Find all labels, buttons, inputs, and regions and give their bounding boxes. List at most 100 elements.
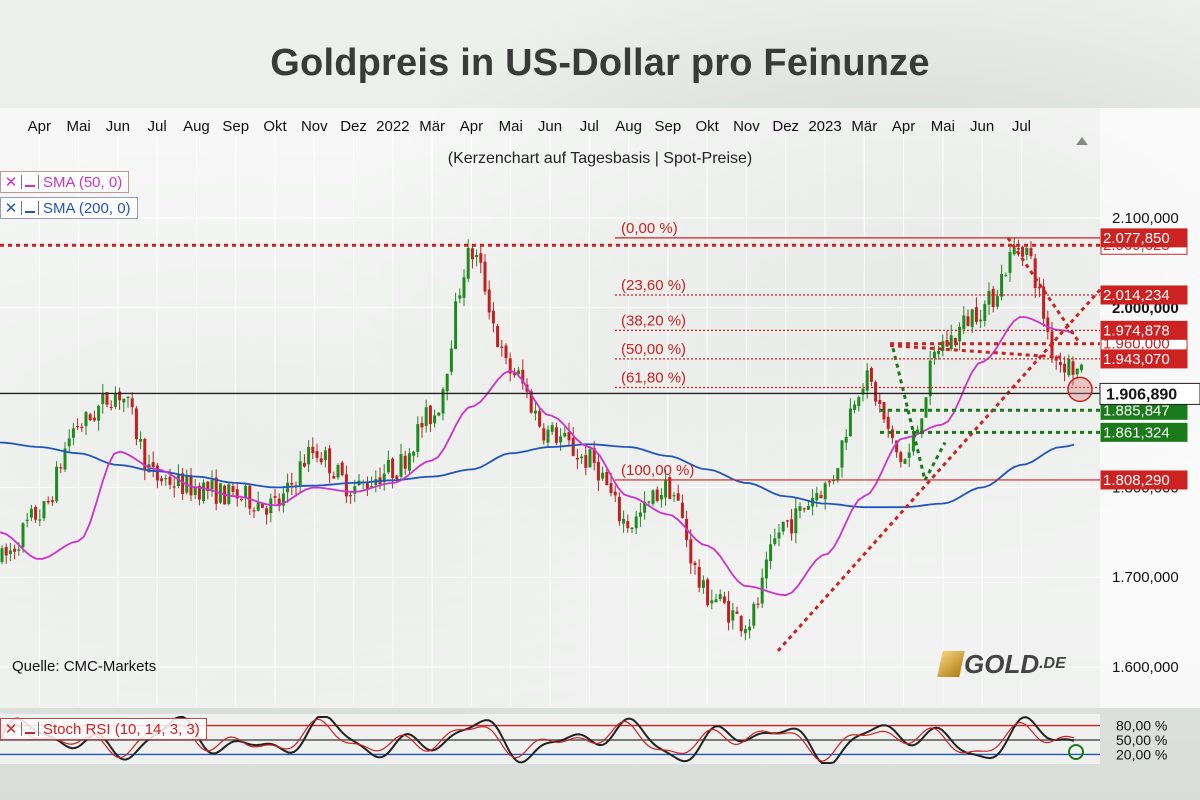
candle-body — [323, 450, 327, 461]
candle-body — [815, 492, 819, 501]
sma200-line — [0, 441, 1075, 509]
candle-body — [651, 490, 655, 504]
candle-body — [798, 506, 802, 511]
candle-body — [718, 594, 722, 599]
candle-body — [109, 406, 113, 409]
candle-body — [210, 480, 214, 490]
candle-body — [71, 428, 75, 438]
candle-body — [777, 532, 781, 539]
candle-body — [748, 626, 752, 631]
month-label: Jul — [1012, 118, 1031, 135]
source-note: Quelle: CMC-Markets — [12, 658, 157, 675]
candle-body — [672, 495, 676, 497]
candle-body — [462, 277, 466, 298]
month-label: Apr — [28, 118, 51, 135]
candle-body — [924, 397, 928, 418]
candle-body — [806, 505, 810, 510]
candle-body — [34, 506, 38, 520]
candle-body — [143, 439, 147, 471]
candle-body — [588, 449, 592, 468]
candle-body — [790, 519, 794, 534]
candle-body — [1046, 317, 1050, 332]
candle-body — [260, 502, 264, 508]
month-label: Sep — [655, 118, 682, 135]
candle-body — [197, 485, 201, 500]
candle-body — [727, 601, 731, 623]
candle-body — [1058, 362, 1062, 366]
candle-body — [244, 485, 248, 498]
candle-body — [752, 603, 756, 626]
candle-body — [693, 562, 697, 566]
month-label: 2023 — [808, 118, 841, 135]
candle-body — [760, 577, 764, 604]
candle-body — [160, 478, 164, 482]
candle-body — [265, 508, 269, 515]
legend-sma50[interactable]: ✕ SMA (50, 0) — [0, 171, 130, 193]
remove-sma50-icon[interactable]: ✕ — [4, 174, 18, 191]
sma200-minimize-icon[interactable] — [21, 201, 39, 215]
sma50-minimize-icon[interactable] — [21, 175, 39, 189]
remove-stoch-rsi-icon[interactable]: ✕ — [4, 721, 18, 738]
candle-body — [248, 485, 252, 509]
month-label: Mai — [931, 118, 955, 135]
stoch-rsi-minimize-icon[interactable] — [21, 722, 39, 736]
candle-body — [454, 301, 458, 350]
fib-value-label: 1.974,878 — [1103, 322, 1170, 339]
candle-body — [172, 486, 176, 488]
fib-value-label: 2.077,850 — [1103, 230, 1170, 247]
fib-value-label-box — [1100, 470, 1188, 490]
current-price-label: 1.906,890 — [1106, 386, 1177, 403]
month-label: Jul — [580, 118, 599, 135]
candle-body — [302, 462, 306, 467]
candle-body — [13, 548, 17, 552]
candle-body — [491, 310, 495, 324]
candle-body — [386, 459, 390, 473]
fib-level-label: (61,80 %) — [621, 369, 686, 386]
candle-body — [1067, 358, 1071, 376]
candle-body — [328, 448, 332, 474]
fib-value-label: 2.014,234 — [1103, 287, 1170, 304]
candle-body — [487, 289, 491, 313]
candle-body — [869, 368, 873, 382]
candle-body — [533, 410, 537, 414]
month-label: Aug — [615, 118, 642, 135]
candle-body — [500, 346, 504, 348]
fib-level-label: (23,60 %) — [621, 277, 686, 294]
candle-body — [202, 482, 206, 502]
candle-body — [382, 473, 386, 483]
fib-value-label: 1.943,070 — [1103, 351, 1170, 368]
candle-body — [932, 351, 936, 359]
legend-sma200[interactable]: ✕ SMA (200, 0) — [0, 197, 138, 219]
candle-body — [878, 399, 882, 404]
candle-body — [689, 539, 693, 564]
candle-body — [609, 483, 613, 494]
candle-body — [895, 440, 899, 453]
month-label: Nov — [301, 118, 328, 135]
support-value-label-box — [1100, 422, 1188, 442]
candle-body — [155, 465, 159, 481]
candle-body — [643, 501, 647, 513]
candle-body — [571, 437, 575, 456]
candle-body — [953, 337, 957, 343]
remove-sma200-icon[interactable]: ✕ — [4, 200, 18, 217]
candle-body — [991, 289, 995, 307]
legend-stoch-rsi-label: Stoch RSI (10, 14, 3, 3) — [43, 720, 200, 738]
candle-body — [559, 436, 563, 443]
candle-body — [794, 508, 798, 534]
y-tick-label: 1.700,000 — [1112, 569, 1179, 586]
stoch-level-label: 20,00 % — [1116, 746, 1167, 762]
candle-body — [277, 498, 281, 506]
candle-body — [1042, 286, 1046, 319]
support-value-label: 1.885,847 — [1103, 402, 1170, 419]
candle-body — [281, 493, 285, 506]
candle-body — [67, 438, 71, 447]
candle-body — [113, 393, 117, 407]
candle-body — [601, 472, 605, 479]
month-label: Jun — [538, 118, 562, 135]
candle-body — [928, 360, 932, 397]
candle-body — [857, 397, 861, 407]
candle-body — [504, 345, 508, 359]
candle-body — [819, 494, 823, 499]
candle-body — [319, 458, 323, 463]
legend-stoch-rsi[interactable]: ✕ Stoch RSI (10, 14, 3, 3) — [0, 718, 207, 740]
